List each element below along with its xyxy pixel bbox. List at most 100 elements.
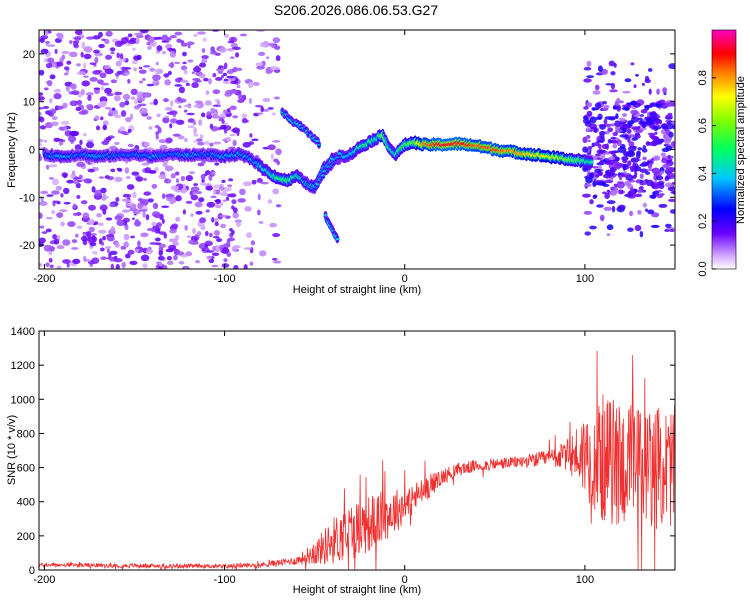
speckle-blob <box>275 204 282 208</box>
speckle-blob <box>98 176 105 179</box>
speckle-blob <box>152 74 161 81</box>
speckle-blob <box>110 263 115 269</box>
speckle-blob <box>654 119 660 125</box>
speckle-blob <box>184 138 188 143</box>
speckle-blob <box>183 104 192 108</box>
speckle-blob <box>197 141 205 146</box>
speckle-blob <box>59 209 68 212</box>
speckle-blob <box>213 141 222 145</box>
speckle-blob <box>591 165 599 169</box>
speckle-blob <box>218 65 223 69</box>
speckle-blob <box>195 260 201 264</box>
speckle-blob <box>72 212 78 217</box>
speckle-blob <box>87 169 95 173</box>
speckle-blob <box>198 197 205 203</box>
speckle-blob <box>158 243 167 248</box>
speckle-blob <box>662 164 670 168</box>
speckle-blob <box>115 264 120 269</box>
speckle-blob <box>121 261 126 269</box>
speckle-blob <box>59 141 64 146</box>
speckle-blob <box>218 46 227 53</box>
speckle-blob <box>120 110 127 117</box>
speckle-blob <box>156 45 163 52</box>
speckle-blob <box>227 107 231 113</box>
y-tick-label: 600 <box>17 463 35 475</box>
speckle-blob <box>233 264 239 269</box>
speckle-blob <box>47 44 56 47</box>
speckle-blob <box>642 156 647 161</box>
speckle-blob <box>611 205 616 213</box>
speckle-blob <box>89 76 98 82</box>
snr-y-label: SNR (10 * v/v) <box>6 415 18 485</box>
speckle-blob <box>211 217 215 223</box>
speckle-blob <box>275 55 281 62</box>
speckle-blob <box>660 170 665 174</box>
speckle-blob <box>110 51 115 55</box>
speckle-blob <box>92 250 98 255</box>
speckle-blob <box>645 171 651 175</box>
speckle-blob <box>140 232 149 238</box>
speckle-blob <box>222 72 228 77</box>
spectrogram-background-speckle <box>39 30 675 269</box>
speckle-blob <box>191 82 199 89</box>
speckle-blob <box>641 148 648 153</box>
speckle-blob <box>228 178 234 182</box>
snr-series-line <box>39 350 675 570</box>
speckle-blob <box>215 198 222 205</box>
speckle-blob <box>586 75 595 78</box>
speckle-blob <box>201 248 206 252</box>
y-tick-label: 400 <box>17 497 35 509</box>
speckle-blob <box>232 127 241 134</box>
speckle-blob <box>226 75 235 79</box>
speckle-blob <box>235 52 240 58</box>
speckle-blob <box>218 186 225 191</box>
speckle-blob <box>138 66 143 70</box>
speckle-blob <box>167 70 172 76</box>
speckle-blob <box>91 257 100 264</box>
speckle-blob <box>43 139 48 143</box>
speckle-blob <box>242 141 251 148</box>
spectrogram-signal-ridge <box>42 107 594 244</box>
speckle-blob <box>146 83 155 87</box>
speckle-blob <box>56 265 62 269</box>
speckle-blob <box>139 80 144 84</box>
speckle-blob <box>149 67 156 72</box>
speckle-blob <box>212 104 222 107</box>
speckle-blob <box>649 112 658 119</box>
x-tick-label: 100 <box>576 574 594 586</box>
speckle-blob <box>130 96 136 100</box>
speckle-blob <box>589 199 594 205</box>
speckle-blob <box>67 135 77 143</box>
speckle-blob <box>670 140 675 147</box>
speckle-blob <box>270 65 278 71</box>
speckle-blob <box>652 190 660 197</box>
speckle-blob <box>212 245 216 252</box>
speckle-blob <box>110 168 116 173</box>
speckle-blob <box>104 87 112 94</box>
speckle-blob <box>209 232 213 238</box>
figure-title: S206.2026.086.06.53.G27 <box>274 2 438 18</box>
speckle-blob <box>45 262 50 268</box>
speckle-blob <box>624 78 632 83</box>
speckle-blob <box>162 50 166 55</box>
speckle-blob <box>192 120 197 125</box>
speckle-blob <box>142 78 146 81</box>
speckle-blob <box>125 116 132 123</box>
speckle-blob <box>114 242 120 248</box>
speckle-blob <box>621 104 631 108</box>
speckle-blob <box>85 141 95 149</box>
speckle-blob <box>665 145 673 151</box>
speckle-blob <box>102 192 107 198</box>
speckle-blob <box>46 79 53 87</box>
speckle-blob <box>77 71 86 76</box>
speckle-blob <box>147 45 152 50</box>
speckle-blob <box>164 165 174 172</box>
speckle-blob <box>651 167 661 174</box>
speckle-blob <box>660 152 666 157</box>
speckle-blob <box>71 170 76 176</box>
speckle-blob <box>216 238 223 243</box>
speckle-blob <box>180 79 189 83</box>
speckle-blob <box>617 204 626 210</box>
speckle-blob <box>229 228 233 232</box>
speckle-blob <box>665 117 673 120</box>
